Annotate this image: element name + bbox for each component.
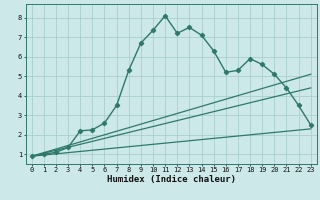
X-axis label: Humidex (Indice chaleur): Humidex (Indice chaleur) <box>107 175 236 184</box>
